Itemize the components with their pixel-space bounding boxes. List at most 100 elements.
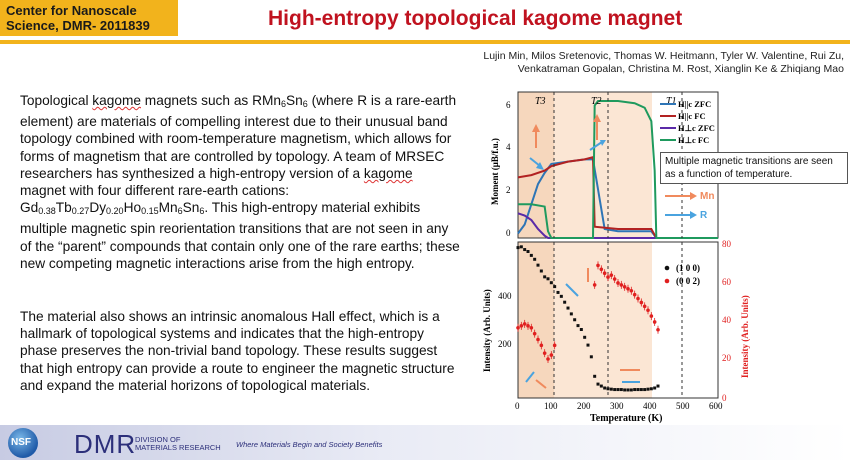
top-lines [517, 99, 718, 239]
legend-arrow-mn-head [690, 192, 697, 200]
nsf-logo-text: NSF [11, 437, 31, 448]
br-ytick-0: 0 [722, 393, 727, 403]
p1-text-e: . This high-entropy material exhibits mu… [20, 200, 460, 271]
t1-label: T1 [666, 96, 677, 107]
point-100 [633, 388, 637, 392]
top-ylabel: Moment (μB/f.u.) [490, 138, 500, 205]
point-100 [536, 263, 540, 267]
arrow-r-t3-head [536, 162, 544, 170]
spin-arrows-top: Mn R [529, 114, 714, 221]
point-100 [606, 387, 610, 391]
p1-sub-6a: 6 [280, 99, 286, 109]
xtick-500: 500 [676, 401, 690, 411]
point-100 [639, 388, 643, 392]
point-100 [566, 306, 570, 310]
point-100 [626, 388, 630, 392]
point-100 [619, 388, 623, 392]
top-ytick-4: 4 [506, 142, 511, 152]
tb: Tb [55, 200, 72, 216]
ho-sub: 0.15 [141, 206, 159, 217]
point-100 [589, 355, 593, 359]
point-100 [539, 269, 543, 273]
br-ytick-40: 40 [722, 315, 732, 325]
blegend-label-100: (1 0 0) [676, 263, 700, 273]
top-ytick-0: 0 [506, 228, 511, 238]
legend-label-2: H||c FC [678, 111, 706, 121]
p1-text-b: magnets such as RMn [141, 93, 281, 108]
point-100 [573, 318, 577, 322]
point-100 [599, 384, 603, 388]
bottom-points [516, 245, 660, 392]
point-100 [623, 388, 627, 392]
dmr-logo: DMR [74, 429, 137, 459]
point-100 [579, 328, 583, 331]
point-100 [526, 250, 530, 253]
point-100 [603, 386, 607, 390]
bottom-ylabel-left: Intensity (Arb. Units) [482, 289, 492, 372]
sn-sub: 6 [199, 206, 205, 217]
legend-arrow-r-head [690, 211, 697, 219]
barrow-mn-t3 [535, 379, 547, 389]
arrow-mn-t2-head [593, 114, 601, 122]
page-title: High-entropy topological kagome magnet [268, 7, 683, 30]
bregion-t3 [518, 242, 554, 398]
series-line-4 [518, 99, 718, 239]
region-t3 [518, 92, 554, 238]
p1-sn-a: Sn [286, 93, 303, 108]
xtick-400: 400 [643, 401, 657, 411]
dmr-subtitle: DIVISION OF MATERIALS RESEARCH [135, 436, 221, 452]
point-100 [586, 343, 590, 347]
p1-text-d: magnet with four different rare-earth ca… [20, 183, 290, 216]
arrow-r-t2-head [600, 140, 606, 146]
point-100 [593, 374, 597, 378]
point-100 [556, 290, 560, 294]
bottom-ylabel-right: Intensity (Arb. Units) [740, 295, 750, 378]
arrow-mn-t3-head [532, 124, 540, 132]
center-name: Center for Nanoscale [6, 3, 137, 18]
legend-label-3: H⊥c ZFC [678, 123, 715, 133]
point-100 [653, 386, 657, 390]
point-100 [616, 388, 620, 392]
bottom-frame [517, 241, 719, 399]
point-100 [646, 387, 650, 391]
header-rule [0, 40, 850, 44]
xtick-100: 100 [544, 401, 558, 411]
t2-label: T2 [591, 96, 602, 107]
point-100 [529, 253, 533, 257]
br-ytick-60: 60 [722, 277, 732, 287]
point-100 [569, 312, 573, 316]
point-100 [609, 387, 613, 391]
xtick-0: 0 [515, 401, 520, 411]
tb-sub: 0.27 [71, 206, 90, 217]
header-bar: Center for Nanoscale Science, DMR- 20118… [0, 0, 850, 38]
point-100 [636, 388, 640, 392]
p1-sub-6b: 6 [302, 99, 308, 109]
bl-ytick-400: 400 [498, 291, 512, 301]
point-100 [583, 335, 587, 339]
point-100 [576, 324, 580, 328]
point-100 [563, 300, 567, 304]
legend-label-1: H||c ZFC [678, 99, 711, 109]
point-100 [553, 285, 557, 289]
point-100 [516, 246, 520, 250]
t3-label: T3 [535, 96, 546, 107]
blegend-label-002: (0 0 2) [676, 276, 700, 286]
gd-sub: 0.38 [38, 206, 56, 217]
xlabel: Temperature (K) [590, 413, 663, 424]
point-100 [643, 388, 647, 392]
nsf-logo [8, 428, 38, 458]
sn-b: Sn [182, 200, 200, 216]
xtick-600: 600 [709, 401, 723, 411]
xtick-200: 200 [577, 401, 591, 411]
point-100 [519, 245, 523, 249]
arrow-r-t2 [589, 141, 603, 151]
bottom-panel: (1 0 0) (0 0 2) 400 200 Intensity (Arb. … [482, 239, 750, 424]
p1-text-c: (where R is a rare-earth element) are ma… [20, 93, 457, 181]
p1-kagome-2: kagome [363, 165, 413, 181]
body-paragraph-1: Topological kagome magnets such as RMn6S… [20, 92, 460, 272]
ho: Ho [123, 200, 142, 216]
top-ytick-2: 2 [506, 185, 511, 195]
dy-sub: 0.20 [106, 206, 124, 217]
point-100 [613, 388, 617, 392]
